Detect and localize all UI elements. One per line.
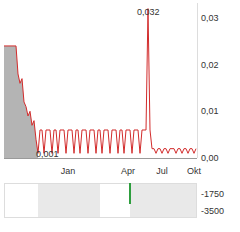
x-tick-label: Apr [121,166,135,176]
y-tick-label: 0,00 [201,153,219,163]
volume-bar [129,183,131,204]
x-axis-line [4,158,197,159]
min-annotation: 0,001 [36,149,59,159]
y-tick-label: 0,01 [201,106,219,116]
max-annotation: 0,032 [137,7,160,17]
y-axis-line [197,3,198,158]
plot-area [4,9,196,158]
price-area [4,46,38,158]
x-tick-label: Jan [61,166,76,176]
volume-frame [5,184,197,218]
y-tick-label: -1750 [201,189,224,199]
x-tick-label: Jul [156,166,168,176]
y-tick-label: 0,02 [201,60,219,70]
band [38,183,100,218]
chart-root: 0,00 0,01 0,02 0,03 Jan Apr Jul Okt 0,032 0,001 -3… [0,0,240,232]
y-tick-label: -3500 [201,206,224,216]
price-line [4,9,196,154]
y-tick-label: 0,03 [201,13,219,23]
x-tick-label: Okt [187,166,202,176]
band [130,183,196,218]
volume-area [129,183,131,204]
